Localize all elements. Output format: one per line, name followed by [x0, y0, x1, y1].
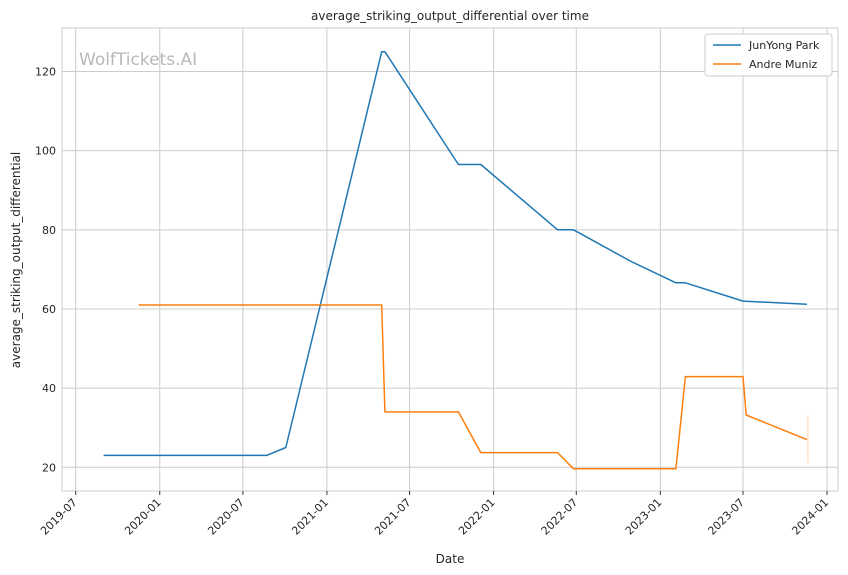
y-axis-title: average_striking_output_differential: [9, 152, 23, 368]
x-tick-label: 2020-07: [205, 496, 247, 538]
x-tick-label: 2020-01: [122, 496, 164, 538]
series-line-junyong-park: [103, 50, 807, 457]
y-tick-label: 40: [42, 382, 56, 395]
x-tick-label: 2021-01: [289, 496, 331, 538]
y-tick-label: 80: [42, 224, 56, 237]
y-tick-label: 60: [42, 303, 56, 316]
x-tick-label: 2021-07: [372, 496, 414, 538]
x-axis-title: Date: [436, 552, 465, 566]
x-tick-label: 2024-01: [789, 496, 831, 538]
y-tick-label: 20: [42, 461, 56, 474]
y-tick-label: 120: [35, 66, 56, 79]
series-line-andre-muniz: [138, 304, 808, 470]
watermark: WolfTickets.AI: [79, 50, 197, 70]
x-tick-label: 2023-07: [705, 496, 747, 538]
x-tick-label: 2023-01: [623, 496, 665, 538]
y-axis-ticks: 20 40 60 80 100 120: [35, 66, 56, 475]
x-tick-label: 2019-07: [38, 496, 80, 538]
legend-label-junyong-park: JunYong Park: [748, 39, 820, 52]
x-axis-ticks: 2019-07 2020-01 2020-07 2021-01 2021-07 2022-…: [38, 491, 831, 538]
legend-label-andre-muniz: Andre Muniz: [749, 58, 818, 71]
chart-title: average_striking_output_differential ove…: [311, 9, 589, 23]
y-tick-label: 100: [35, 145, 56, 158]
x-tick-label: 2022-07: [539, 496, 581, 538]
plot-area: [61, 27, 839, 492]
legend: JunYong Park Andre Muniz: [704, 33, 833, 77]
x-tick-label: 2022-01: [456, 496, 498, 538]
series-layer: [103, 50, 809, 470]
